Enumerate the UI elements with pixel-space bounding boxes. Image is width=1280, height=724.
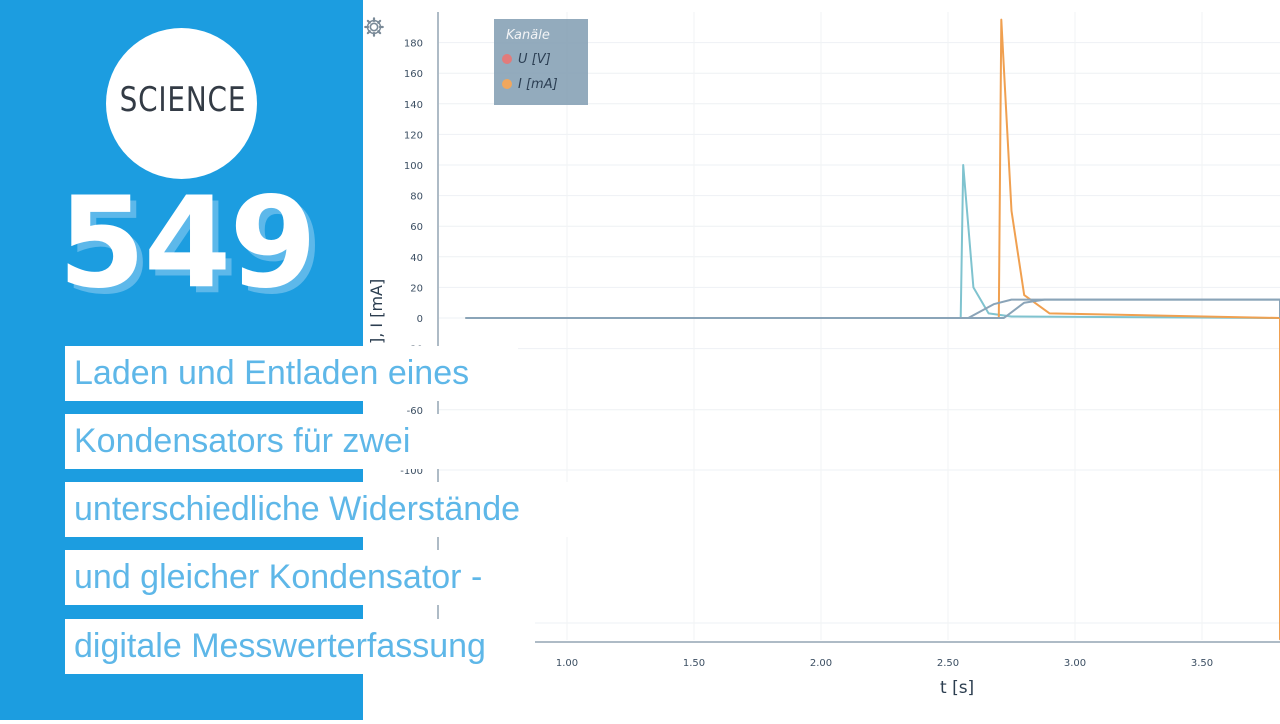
series-line	[465, 18, 1280, 641]
title-line-2: Kondensators für zwei	[65, 414, 441, 469]
y-tick-label: 80	[410, 192, 423, 203]
title-line-1: Laden und Entladen eines	[65, 346, 518, 401]
y-tick-label: 120	[404, 130, 423, 141]
y-tick-label: 180	[404, 39, 423, 50]
legend-item-voltage[interactable]: U [V]	[502, 52, 551, 67]
legend-label-current: I [mA]	[518, 77, 558, 92]
y-tick-label: -60	[407, 406, 423, 417]
title-line-3: unterschiedliche Widerstände	[65, 482, 569, 537]
x-tick-label: 2.50	[937, 658, 959, 669]
x-tick-label: 1.00	[556, 658, 578, 669]
y-tick-label: 0	[417, 314, 423, 325]
y-tick-label: -100	[400, 466, 423, 477]
y-tick-label: 160	[404, 69, 423, 80]
x-axis-label: t [s]	[940, 678, 975, 698]
legend-label-voltage: U [V]	[518, 52, 551, 67]
y-axis-label: ], I [mA]	[367, 279, 386, 344]
y-tick-label: 40	[410, 253, 423, 264]
series-line	[465, 164, 1280, 488]
current-dot-icon	[502, 79, 512, 89]
y-tick-label: 60	[410, 222, 423, 233]
x-tick-label: 3.50	[1191, 658, 1213, 669]
y-tick-label: 100	[404, 161, 423, 172]
title-line-5: digitale Messwerterfassung	[65, 619, 535, 674]
x-tick-label: 3.00	[1064, 658, 1086, 669]
x-tick-label: 1.50	[683, 658, 705, 669]
x-tick-label: 2.00	[810, 658, 832, 669]
voltage-dot-icon	[502, 54, 512, 64]
science-logo: SCIENCE	[106, 28, 257, 179]
episode-number: 549	[58, 169, 317, 316]
title-line-4: und gleicher Kondensator -	[65, 550, 537, 605]
chart-legend: Kanäle U [V] I [mA]	[494, 19, 588, 105]
y-tick-label: 140	[404, 100, 423, 111]
legend-item-current[interactable]: I [mA]	[502, 77, 558, 92]
settings-gear-icon[interactable]	[363, 16, 385, 38]
logo-text: SCIENCE	[119, 80, 247, 120]
svg-text:], I [mA]: ], I [mA]	[367, 279, 386, 344]
legend-title: Kanäle	[506, 28, 550, 43]
series-line	[465, 298, 1280, 319]
y-tick-label: 20	[410, 283, 423, 294]
